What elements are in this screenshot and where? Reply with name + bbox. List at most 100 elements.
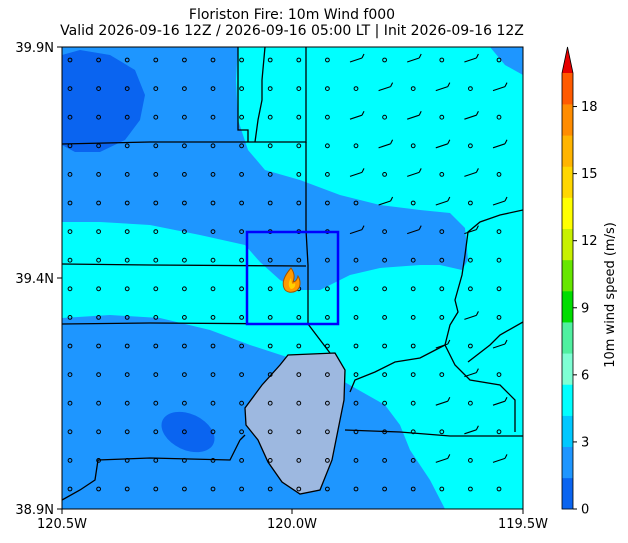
calm-wind-circle (296, 315, 302, 320)
wind-barb (407, 53, 422, 63)
calm-wind-circle (296, 458, 302, 463)
calm-wind-circle (439, 486, 445, 492)
calm-wind-circle (267, 429, 273, 435)
colorbar-tick-label: 3 (581, 435, 589, 450)
lon-tick-label: 119.5W (498, 517, 548, 532)
calm-wind-circle (153, 372, 159, 378)
calm-wind-circle (353, 372, 359, 378)
calm-wind-circle (267, 486, 273, 492)
calm-wind-circle (496, 486, 502, 492)
calm-wind-circle (67, 286, 73, 292)
calm-wind-circle (67, 114, 73, 120)
wind-barb (492, 396, 508, 406)
calm-wind-circle (468, 143, 473, 149)
colorbar-segment (562, 446, 573, 479)
calm-wind-circle (153, 486, 159, 492)
calm-wind-circle (267, 286, 273, 292)
calm-wind-circle (325, 57, 330, 63)
calm-wind-circle (182, 229, 187, 235)
colorbar-label: 10m wind speed (m/s) (603, 222, 618, 368)
calm-wind-circle (67, 229, 73, 235)
calm-wind-circle (353, 429, 359, 435)
lat-tick-label: 39.9N (15, 41, 54, 56)
calm-wind-circle (410, 286, 416, 292)
calm-wind-circle (182, 200, 187, 206)
calm-wind-circle (239, 114, 245, 120)
calm-wind-circle (267, 315, 273, 320)
calm-wind-circle (239, 343, 245, 349)
calm-wind-circle (325, 114, 330, 120)
calm-wind-circle (67, 429, 73, 435)
calm-wind-circle (439, 257, 445, 263)
calm-wind-circle (239, 229, 245, 235)
calm-wind-circle (67, 86, 73, 91)
wind-field-lightblue-north (62, 47, 468, 290)
calm-wind-circle (353, 143, 359, 149)
calm-wind-circle (182, 114, 187, 120)
calm-wind-circle (124, 257, 130, 263)
calm-wind-circle (182, 400, 187, 406)
calm-wind-circle (468, 458, 473, 463)
calm-wind-circle (239, 257, 245, 263)
calm-wind-circle (96, 429, 101, 435)
calm-wind-circle (296, 257, 302, 263)
calm-wind-circle (439, 315, 445, 320)
wind-barb (435, 339, 451, 349)
calm-wind-circle (496, 286, 502, 292)
calm-wind-circle (410, 86, 416, 91)
calm-wind-circle (96, 458, 101, 463)
calm-wind-circle (96, 200, 101, 206)
calm-wind-circle (67, 486, 73, 492)
fire-icon (282, 267, 301, 293)
calm-wind-circle (382, 286, 388, 292)
wind-barb (435, 139, 451, 149)
calm-wind-circle (325, 86, 330, 91)
calm-wind-circle (124, 486, 130, 492)
calm-wind-circle (353, 200, 359, 206)
calm-wind-circle (296, 400, 302, 406)
calm-wind-circle (267, 372, 273, 378)
calm-wind-circle (353, 343, 359, 349)
lon-tick-label: 120.0W (267, 517, 317, 532)
calm-wind-circle (267, 257, 273, 263)
calm-wind-circle (239, 200, 245, 206)
colorbar-segment (562, 104, 573, 136)
calm-wind-circle (124, 286, 130, 292)
colorbar-segment (562, 415, 573, 448)
calm-wind-circle (325, 372, 330, 378)
calm-wind-circle (239, 486, 245, 492)
calm-wind-circle (153, 86, 159, 91)
calm-wind-circle (267, 143, 273, 149)
wind-barb (464, 425, 479, 435)
calm-wind-circle (182, 372, 187, 378)
calm-wind-circle (210, 86, 216, 91)
calm-wind-circle (210, 315, 216, 320)
calm-wind-circle (96, 400, 101, 406)
calm-wind-circle (210, 229, 216, 235)
calm-wind-circle (67, 400, 73, 406)
calm-wind-circle (210, 57, 216, 63)
calm-wind-circle (382, 486, 388, 492)
calm-wind-circle (496, 172, 502, 177)
calm-wind-circle (182, 286, 187, 292)
calm-wind-circle (239, 315, 245, 320)
wind-barb (349, 225, 365, 235)
calm-wind-circle (124, 429, 130, 435)
calm-wind-circle (239, 429, 245, 435)
calm-wind-circle (468, 486, 473, 492)
calm-wind-circle (124, 229, 130, 235)
calm-wind-circle (96, 57, 101, 63)
colorbar-extend-arrow (562, 47, 573, 73)
map-panel (62, 47, 523, 509)
calm-wind-circle (124, 343, 130, 349)
calm-wind-circle (468, 257, 473, 263)
calm-wind-circle (439, 57, 445, 63)
calm-wind-circle (410, 257, 416, 263)
calm-wind-circle (239, 372, 245, 378)
calm-wind-circle (153, 257, 159, 263)
calm-wind-circle (382, 400, 388, 406)
calm-wind-circle (410, 486, 416, 492)
wind-barb (464, 53, 479, 63)
calm-wind-circle (439, 286, 445, 292)
wind-barb (435, 82, 451, 92)
